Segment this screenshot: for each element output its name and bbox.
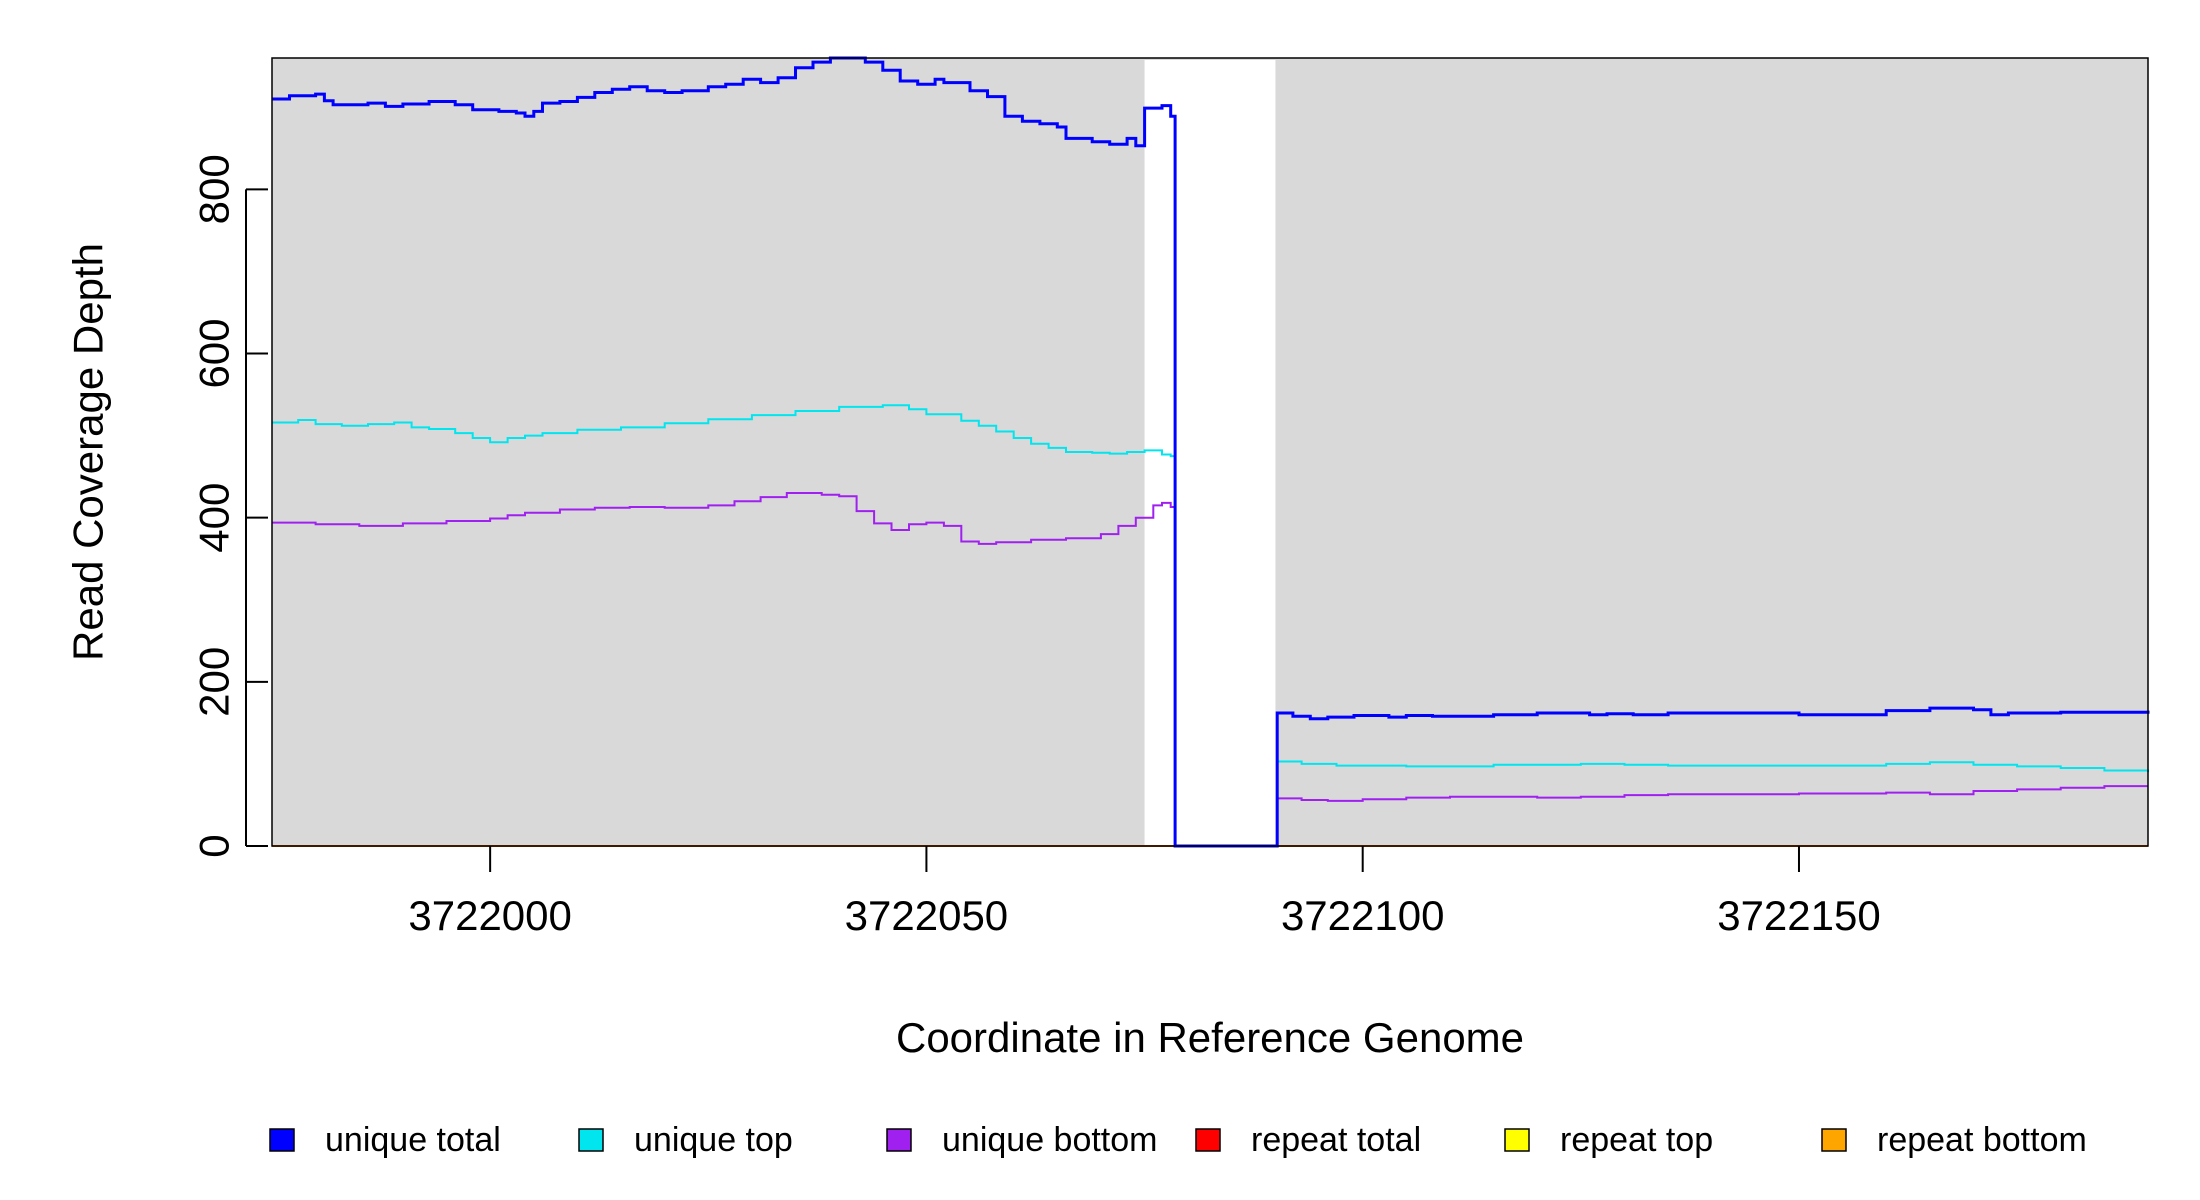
legend-swatch-repeat-top (1504, 1128, 1530, 1152)
y-tick-label: 0 (191, 834, 238, 857)
y-tick-label: 200 (191, 647, 238, 717)
legend-label-unique-top: unique top (634, 1121, 793, 1159)
series-line-unique-bottom (272, 492, 2148, 847)
x-tick-label: 3722050 (845, 892, 1009, 939)
series-line-unique-top (272, 404, 2149, 847)
y-tick-label: 400 (191, 483, 238, 553)
legend-label-repeat-bottom: repeat bottom (1877, 1121, 2087, 1159)
legend-swatch-unique-top (578, 1128, 604, 1152)
x-tick-label: 3722100 (1281, 892, 1445, 939)
x-tick-label: 3722150 (1717, 892, 1881, 939)
legend-label-repeat-top: repeat top (1560, 1121, 1713, 1159)
x-axis: 3722000 3722050 3722100 3722150 (408, 846, 1881, 939)
gap-region (1144, 60, 1276, 846)
y-tick-label: 600 (191, 318, 238, 388)
legend-swatch-repeat-bottom (1821, 1128, 1847, 1152)
legend-label-unique-total: unique total (325, 1121, 501, 1159)
y-axis-label: Read Coverage Depth (65, 243, 112, 661)
x-tick-label: 3722000 (408, 892, 572, 939)
y-axis: 0 200 400 600 800 (191, 154, 268, 858)
x-axis-label: Coordinate in Reference Genome (896, 1014, 1524, 1061)
series-line-unique-total (272, 56, 2150, 848)
legend-swatch-unique-total (269, 1128, 295, 1152)
legend-swatch-unique-bottom (886, 1128, 912, 1152)
y-tick-label: 800 (191, 154, 238, 224)
plot-background (272, 58, 2148, 846)
legend-label-repeat-total: repeat total (1251, 1121, 1421, 1159)
legend: unique total unique top unique bottom repea… (269, 1121, 2087, 1159)
legend-swatch-repeat-total (1195, 1128, 1221, 1152)
legend-label-unique-bottom: unique bottom (942, 1121, 1158, 1159)
plot-frame (271, 57, 2149, 847)
